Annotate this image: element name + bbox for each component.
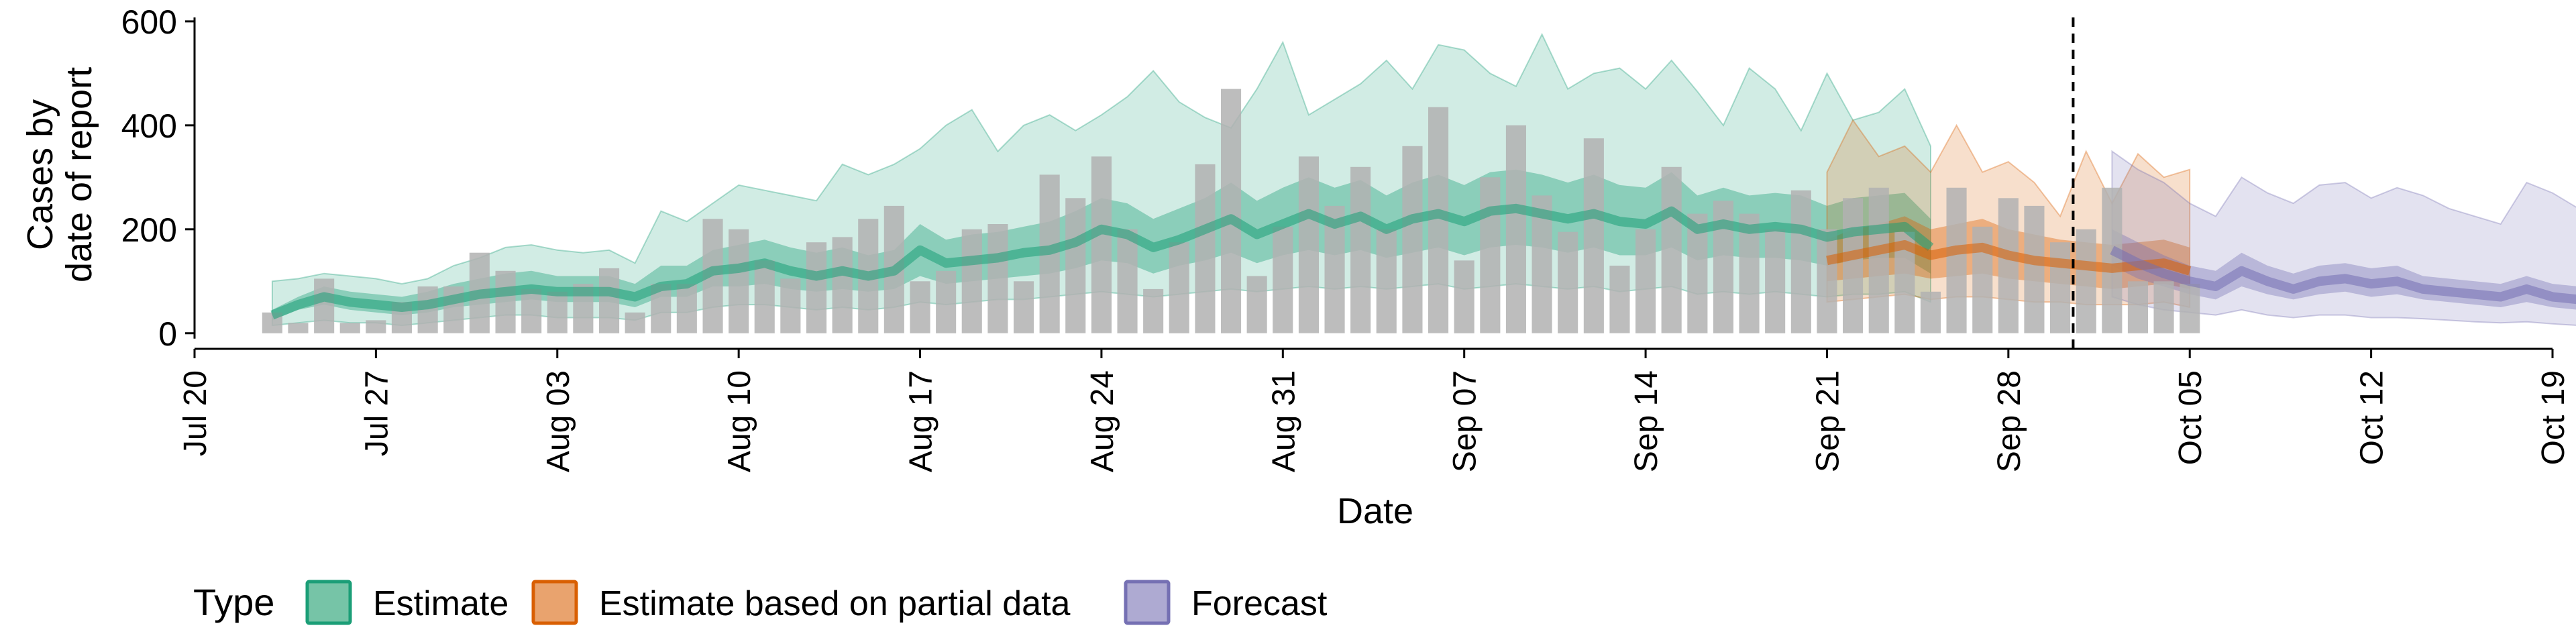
bar	[1920, 291, 1941, 333]
bar	[1014, 281, 1034, 333]
series-0-median-line	[270, 203, 1934, 320]
bar	[2180, 284, 2200, 333]
bar	[1790, 190, 1811, 333]
y-tick-label: 0	[158, 315, 177, 353]
bar	[2102, 187, 2123, 333]
bar	[288, 323, 309, 333]
bar	[1117, 229, 1138, 333]
bar	[676, 284, 697, 333]
bar	[1091, 156, 1112, 333]
bar	[961, 229, 982, 333]
axes: 0 200 400 600 Jul 20 Jul 27 Aug 03 Aug 10 Aug 17…	[121, 3, 2571, 472]
series-2-median-line	[2110, 246, 2576, 305]
bar	[1635, 229, 1656, 333]
bar	[1480, 177, 1501, 333]
x-tick-label: Aug 03	[541, 370, 576, 472]
bar	[1505, 125, 1526, 333]
bar	[780, 278, 801, 333]
y-tick-label: 600	[121, 3, 177, 41]
bar	[1246, 276, 1267, 333]
bar	[2127, 281, 2148, 333]
y-axis-label-line: date of report	[59, 67, 99, 282]
bar	[1402, 146, 1423, 333]
bar	[547, 291, 568, 333]
bar	[2050, 242, 2071, 333]
bar	[1817, 229, 1837, 333]
bar	[729, 229, 749, 333]
x-tick-label: Sep 07	[1448, 370, 1483, 472]
x-tick-label: Sep 14	[1629, 370, 1664, 472]
x-tick-label: Sep 28	[1992, 370, 2027, 472]
x-tick-label: Jul 20	[178, 370, 213, 456]
bar	[1376, 229, 1397, 333]
bar	[339, 323, 360, 333]
legend: Type Estimate Estimate based on partial da…	[193, 580, 1328, 625]
y-axis-label-line: Cases by	[20, 99, 60, 250]
bar	[1609, 266, 1630, 333]
bar	[1843, 198, 1864, 333]
bar	[521, 288, 542, 333]
bar	[987, 224, 1008, 333]
bar	[2153, 281, 2174, 333]
bar	[806, 242, 827, 333]
legend-swatch	[531, 580, 578, 625]
x-tick-label: Oct 05	[2173, 370, 2208, 465]
legend-item: Estimate based on partial data	[531, 580, 1071, 625]
bar	[1765, 229, 1786, 333]
bar	[1998, 198, 2019, 333]
x-tick-label: Aug 10	[722, 370, 757, 472]
legend-swatch	[1124, 580, 1171, 625]
x-tick-label: Oct 19	[2536, 370, 2571, 465]
bar	[599, 268, 620, 333]
x-tick-label: Jul 27	[359, 370, 394, 456]
bar	[1972, 226, 1993, 333]
legend-label: Estimate based on partial data	[599, 584, 1071, 623]
bar	[1454, 260, 1474, 333]
bar	[314, 278, 335, 333]
bar	[910, 281, 930, 333]
bar	[1868, 187, 1889, 333]
bar	[832, 237, 853, 333]
x-tick-label: Aug 24	[1085, 370, 1120, 472]
legend-swatch	[305, 580, 352, 625]
plot-medians	[270, 203, 2576, 320]
bar	[1143, 288, 1164, 333]
y-tick-label: 400	[121, 107, 177, 145]
legend-title: Type	[193, 581, 274, 623]
bar	[495, 270, 516, 333]
legend-label: Estimate	[373, 584, 508, 623]
x-axis-label: Date	[1337, 491, 1413, 531]
legend-label: Forecast	[1191, 584, 1328, 623]
x-tick-label: Aug 31	[1266, 370, 1301, 472]
bar	[1298, 156, 1319, 333]
bar	[936, 270, 957, 333]
bar	[1583, 138, 1604, 333]
bar	[1558, 231, 1578, 333]
bar	[1350, 166, 1371, 333]
bar	[2076, 229, 2096, 333]
bar	[1169, 242, 1189, 333]
bar	[625, 312, 645, 333]
y-tick-label: 200	[121, 211, 177, 249]
x-tick-label: Aug 17	[904, 370, 939, 472]
legend-item: Estimate	[305, 580, 508, 625]
legend-item: Forecast	[1124, 580, 1328, 625]
x-tick-label: Oct 12	[2355, 370, 2390, 465]
x-tick-label: Sep 21	[1811, 370, 1846, 472]
bar	[1065, 198, 1086, 333]
bar	[2024, 205, 2045, 333]
bar	[1273, 226, 1293, 333]
bar	[1221, 89, 1242, 333]
bar	[1661, 166, 1682, 333]
bar	[1946, 187, 1967, 333]
bar	[1195, 164, 1216, 333]
series-1-median-line	[1826, 240, 2192, 276]
bar	[754, 260, 775, 333]
bar	[366, 320, 386, 333]
